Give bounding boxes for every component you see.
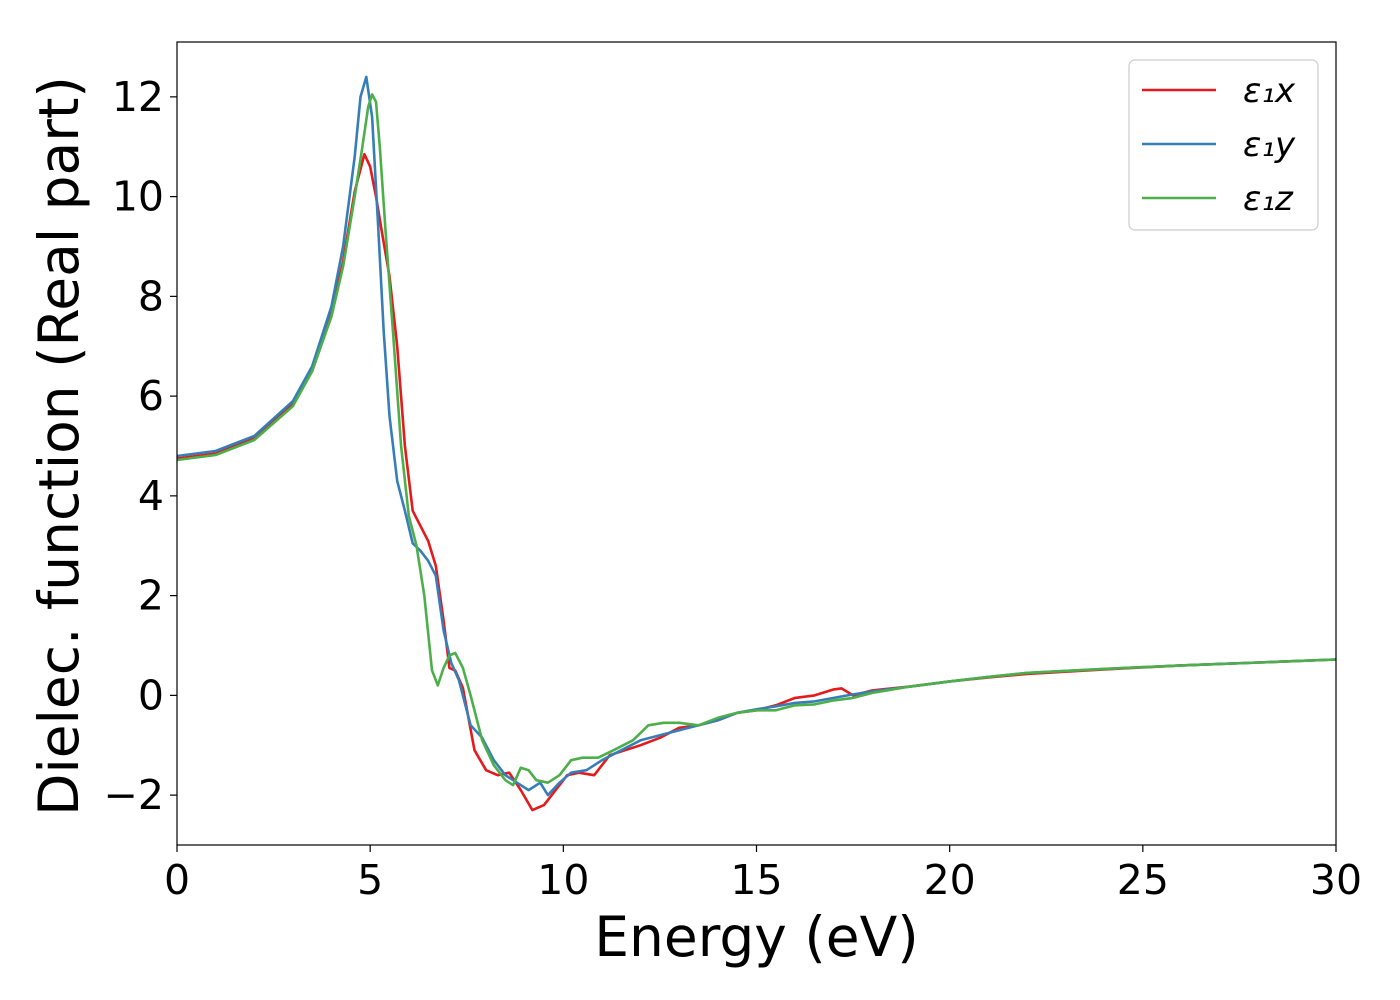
series-line-2 (176, 93, 1337, 787)
y-tick-label: 6 (138, 372, 164, 420)
x-tick-label: 30 (1310, 856, 1362, 904)
legend-label-0: ε₁x (1243, 71, 1296, 111)
series-lines (176, 75, 1337, 812)
legend-box (1128, 59, 1319, 231)
x-tick-label: 5 (357, 856, 383, 904)
legend: ε₁x ε₁y ε₁z (1128, 59, 1319, 231)
y-tick-label: 8 (138, 272, 164, 320)
x-tick-label: 0 (164, 856, 190, 904)
x-tick-label: 25 (1117, 856, 1169, 904)
x-tick-label: 20 (924, 856, 976, 904)
y-tick-label: 4 (138, 472, 164, 520)
y-tick-label: 12 (112, 73, 164, 121)
y-axis-title: Dielec. function (Real part) (27, 76, 91, 816)
y-tick-label: 10 (112, 173, 164, 221)
series-line-0 (176, 152, 1337, 812)
legend-label-1: ε₁y (1243, 125, 1296, 165)
legend-label-2: ε₁z (1243, 179, 1294, 219)
y-tick-label: 2 (138, 572, 164, 620)
plot-frame (176, 41, 1337, 846)
x-axis-title: Energy (eV) (594, 905, 918, 969)
x-tick-label: 15 (730, 856, 782, 904)
y-axis-ticks: −2 0 2 4 6 8 10 12 (104, 73, 177, 819)
y-tick-label: −2 (104, 771, 164, 819)
y-tick-label: 0 (138, 671, 164, 719)
series-line-1 (176, 75, 1337, 797)
x-axis-ticks: 0 5 10 15 20 25 30 (164, 845, 1362, 904)
x-tick-label: 10 (537, 856, 589, 904)
